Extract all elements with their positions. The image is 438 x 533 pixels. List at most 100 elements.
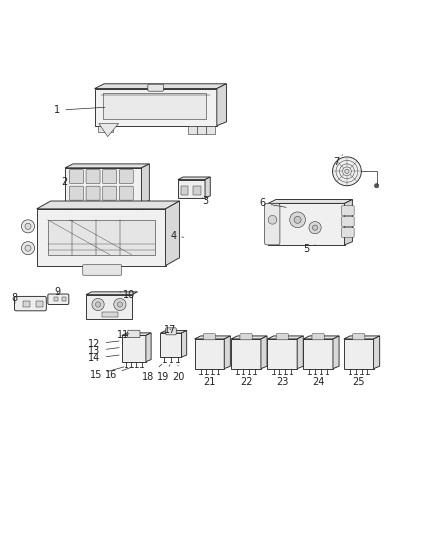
- Polygon shape: [160, 333, 181, 357]
- Polygon shape: [205, 177, 210, 198]
- Circle shape: [290, 212, 305, 228]
- FancyBboxPatch shape: [240, 334, 252, 340]
- Text: 20: 20: [172, 365, 184, 382]
- Circle shape: [309, 222, 321, 234]
- FancyBboxPatch shape: [312, 334, 324, 340]
- Polygon shape: [344, 339, 374, 369]
- Polygon shape: [231, 336, 267, 339]
- Polygon shape: [206, 126, 215, 134]
- Circle shape: [25, 245, 31, 251]
- Text: 5: 5: [303, 244, 315, 254]
- Text: 8: 8: [11, 293, 18, 304]
- Bar: [22, 301, 29, 306]
- Polygon shape: [261, 336, 267, 369]
- Circle shape: [374, 183, 379, 188]
- FancyBboxPatch shape: [353, 334, 365, 340]
- Text: 23: 23: [276, 377, 289, 387]
- Text: 24: 24: [312, 377, 324, 387]
- FancyBboxPatch shape: [70, 169, 83, 183]
- Text: 18: 18: [142, 364, 162, 382]
- Circle shape: [95, 302, 101, 307]
- Polygon shape: [65, 164, 149, 168]
- Polygon shape: [303, 339, 333, 369]
- FancyBboxPatch shape: [119, 169, 133, 183]
- Circle shape: [268, 215, 277, 224]
- Bar: [62, 297, 66, 302]
- FancyBboxPatch shape: [86, 169, 100, 183]
- Circle shape: [294, 216, 301, 223]
- FancyBboxPatch shape: [265, 204, 280, 245]
- Polygon shape: [268, 336, 303, 339]
- Polygon shape: [122, 335, 146, 362]
- Text: 2: 2: [61, 177, 67, 187]
- Text: 10: 10: [120, 290, 136, 300]
- Circle shape: [21, 220, 35, 233]
- FancyBboxPatch shape: [102, 169, 117, 183]
- FancyBboxPatch shape: [119, 186, 133, 200]
- Polygon shape: [65, 168, 141, 204]
- Polygon shape: [166, 201, 180, 265]
- Polygon shape: [70, 204, 137, 210]
- Bar: [35, 301, 42, 306]
- FancyBboxPatch shape: [342, 228, 354, 237]
- Text: 14: 14: [88, 353, 119, 363]
- Text: 25: 25: [353, 377, 365, 387]
- Polygon shape: [297, 336, 303, 369]
- Polygon shape: [141, 164, 149, 204]
- Polygon shape: [37, 201, 180, 209]
- Polygon shape: [197, 126, 206, 134]
- Polygon shape: [48, 220, 155, 255]
- Circle shape: [345, 169, 349, 174]
- Text: 9: 9: [54, 287, 60, 297]
- FancyBboxPatch shape: [83, 265, 122, 275]
- Polygon shape: [303, 336, 339, 339]
- Polygon shape: [345, 199, 353, 245]
- Polygon shape: [194, 339, 224, 369]
- Text: 17: 17: [164, 325, 176, 335]
- FancyBboxPatch shape: [86, 186, 100, 200]
- Polygon shape: [268, 339, 297, 369]
- Polygon shape: [333, 336, 339, 369]
- Text: 19: 19: [157, 365, 170, 382]
- Bar: [180, 185, 188, 195]
- Polygon shape: [268, 199, 353, 204]
- Polygon shape: [374, 336, 380, 369]
- Text: 15: 15: [90, 367, 124, 380]
- Bar: [193, 185, 201, 195]
- FancyBboxPatch shape: [48, 294, 69, 304]
- Text: 21: 21: [203, 377, 215, 387]
- FancyBboxPatch shape: [128, 330, 140, 338]
- Polygon shape: [188, 126, 197, 134]
- FancyBboxPatch shape: [70, 186, 83, 200]
- Text: 12: 12: [88, 339, 119, 349]
- Polygon shape: [146, 333, 151, 362]
- Polygon shape: [86, 292, 138, 295]
- Circle shape: [312, 225, 318, 230]
- FancyBboxPatch shape: [203, 334, 215, 340]
- FancyBboxPatch shape: [342, 217, 354, 227]
- FancyBboxPatch shape: [166, 328, 176, 335]
- Polygon shape: [95, 84, 226, 88]
- Text: 3: 3: [202, 196, 208, 206]
- Circle shape: [332, 157, 361, 185]
- Text: 7: 7: [333, 155, 343, 167]
- Text: 16: 16: [105, 367, 132, 380]
- Bar: [54, 297, 58, 302]
- Polygon shape: [178, 177, 210, 180]
- Text: 13: 13: [88, 346, 119, 356]
- Text: 4: 4: [170, 231, 184, 241]
- Circle shape: [21, 241, 35, 255]
- Polygon shape: [103, 93, 206, 119]
- Text: 11: 11: [117, 330, 129, 341]
- Circle shape: [92, 298, 104, 311]
- Polygon shape: [86, 295, 132, 319]
- Polygon shape: [224, 336, 230, 369]
- Polygon shape: [268, 204, 345, 245]
- Polygon shape: [122, 333, 151, 335]
- Polygon shape: [181, 330, 187, 357]
- Polygon shape: [344, 336, 380, 339]
- Polygon shape: [231, 339, 261, 369]
- Bar: [102, 312, 118, 317]
- FancyBboxPatch shape: [276, 334, 288, 340]
- Polygon shape: [37, 209, 166, 265]
